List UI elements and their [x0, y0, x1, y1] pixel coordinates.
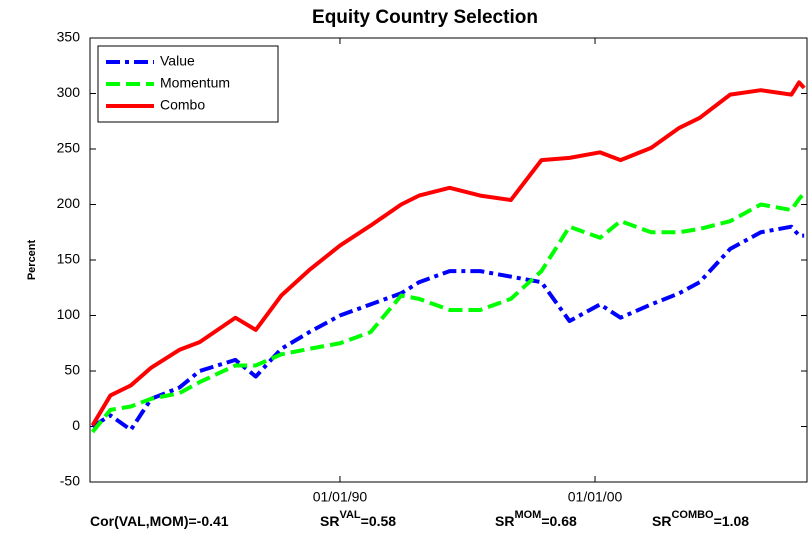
annotation-text: SR [320, 513, 339, 529]
y-tick-label: 300 [57, 84, 81, 100]
y-tick-label: -50 [60, 473, 80, 489]
legend: Value Momentum Combo [97, 45, 279, 123]
y-tick-label: 0 [72, 417, 80, 433]
series-line [90, 192, 806, 434]
legend-label: Combo [160, 97, 205, 113]
annotation: SRVAL=0.58 [320, 509, 396, 529]
legend-label: Value [160, 53, 195, 69]
annotation-text: =0.58 [361, 513, 397, 529]
annotation-text: =0.68 [541, 513, 577, 529]
chart-title: Equity Country Selection [312, 7, 538, 28]
x-tick-label: 01/01/90 [313, 489, 368, 505]
series-line [91, 224, 805, 432]
series-line [90, 80, 806, 427]
annotation-text: =1.08 [714, 513, 750, 529]
annotation: Cor(VAL,MOM)=-0.41 [90, 513, 229, 529]
y-tick-label: 350 [57, 29, 81, 45]
y-tick-label: 150 [57, 251, 81, 267]
annotation: SRMOM=0.68 [495, 509, 577, 529]
annotation-text: SR [652, 513, 671, 529]
y-axis-label: Percent [26, 239, 38, 280]
annotation-superscript: COMBO [671, 509, 714, 521]
y-tick-label: 200 [57, 195, 81, 211]
y-tick-label: 250 [57, 140, 81, 156]
annotation: SRCOMBO=1.08 [652, 509, 749, 529]
x-tick-label: 01/01/00 [568, 489, 623, 505]
legend-label: Momentum [160, 75, 230, 91]
annotation-text: SR [495, 513, 514, 529]
y-tick-label: 100 [57, 306, 81, 322]
annotation-superscript: MOM [514, 509, 541, 521]
y-tick-label: 50 [64, 362, 80, 378]
annotation-superscript: VAL [339, 509, 360, 521]
annotation-text: Cor(VAL,MOM)=-0.41 [90, 513, 229, 529]
